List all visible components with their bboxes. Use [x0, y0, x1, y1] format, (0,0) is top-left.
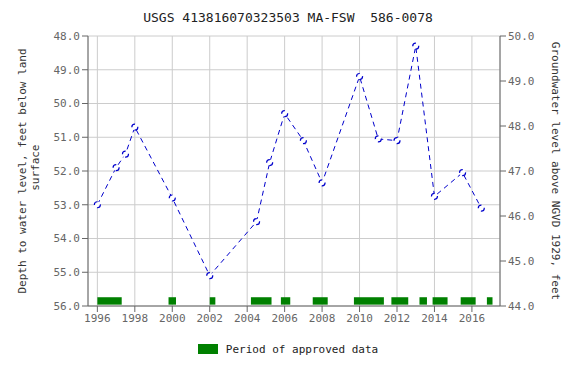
- svg-text:54.0: 54.0: [54, 232, 81, 245]
- svg-text:45.0: 45.0: [508, 255, 535, 268]
- svg-text:46.0: 46.0: [508, 210, 535, 223]
- svg-text:47.0: 47.0: [508, 165, 535, 178]
- svg-text:2010: 2010: [346, 312, 373, 325]
- svg-text:1996: 1996: [84, 312, 111, 325]
- svg-text:56.0: 56.0: [54, 300, 81, 313]
- html-text:USGS 413816070323503 MA-FSW 58: USGS 413816070323503 MA-FSW 586-0078: [143, 10, 433, 25]
- svg-text:48.0: 48.0: [54, 30, 81, 43]
- html-text:Period of approved data: Period of approved data: [225, 342, 379, 356]
- svg-text:48.0: 48.0: [508, 120, 535, 133]
- svg-text:55.0: 55.0: [54, 266, 81, 279]
- svg-text:2008: 2008: [309, 312, 336, 325]
- svg-text:50.0: 50.0: [54, 97, 81, 110]
- svg-text:Groundwater level above NGVD 1: Groundwater level above NGVD 1929, feet: [549, 42, 562, 300]
- svg-text:Depth to water level, feet bel: Depth to water level, feet below land su…: [16, 48, 42, 293]
- svg-text:49.0: 49.0: [54, 64, 81, 77]
- svg-text:53.0: 53.0: [54, 199, 81, 212]
- svg-text:2004: 2004: [234, 312, 261, 325]
- svg-text:50.0: 50.0: [508, 30, 535, 43]
- svg-text:52.0: 52.0: [54, 165, 81, 178]
- svg-text:51.0: 51.0: [54, 131, 81, 144]
- svg-text:2012: 2012: [384, 312, 411, 325]
- svg-text:2002: 2002: [196, 312, 223, 325]
- svg-text:2016: 2016: [459, 312, 486, 325]
- svg-text:1998: 1998: [122, 312, 149, 325]
- svg-text:2006: 2006: [271, 312, 298, 325]
- svg-text:2000: 2000: [159, 312, 186, 325]
- svg-text:2014: 2014: [421, 312, 448, 325]
- svg-text:44.0: 44.0: [508, 300, 535, 313]
- svg-text:49.0: 49.0: [508, 75, 535, 88]
